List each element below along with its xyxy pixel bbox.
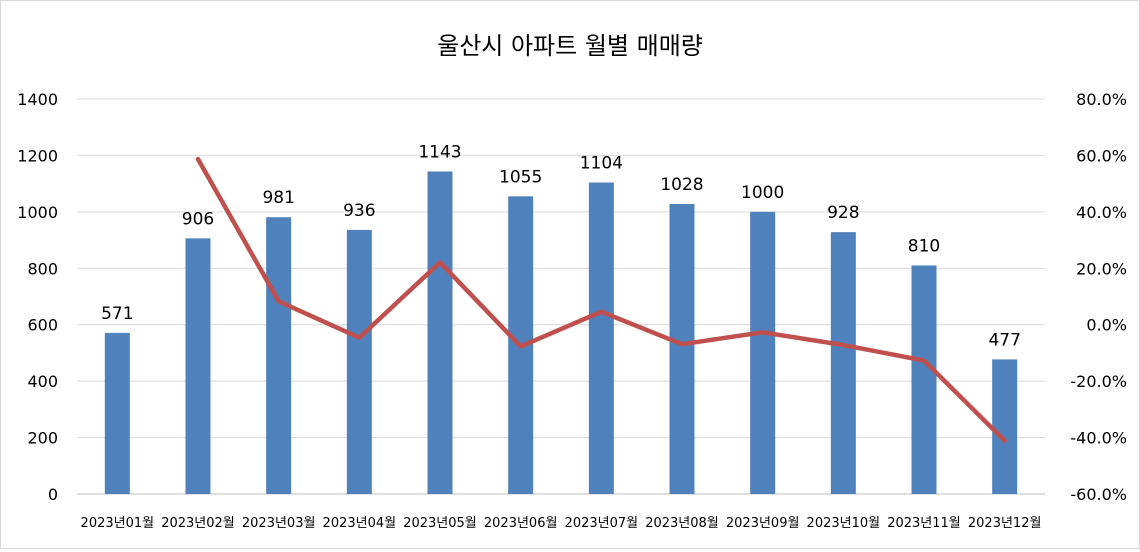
x-tick-label: 2023년07월 [565, 516, 639, 531]
x-tick-label: 2023년01월 [81, 516, 155, 531]
x-tick-label: 2023년04월 [323, 516, 397, 531]
chart-title: 울산시 아파트 월별 매매량 [437, 32, 703, 60]
y2-tick-label: -60.0% [1070, 485, 1127, 504]
y-tick-label: 1400 [17, 90, 58, 109]
bar-series [104, 171, 1018, 495]
x-tick-label: 2023년03월 [242, 516, 316, 531]
y2-tick-label: 40.0% [1076, 203, 1127, 222]
y-tick-label: 0 [48, 485, 58, 504]
x-tick-label: 2023년08월 [645, 516, 719, 531]
y-tick-label: 400 [27, 372, 58, 391]
y-tick-label: 1200 [17, 146, 58, 165]
bar [588, 182, 614, 494]
x-tick-label: 2023년11월 [887, 516, 961, 531]
bar [669, 203, 695, 494]
y2-tick-label: 60.0% [1076, 146, 1127, 165]
bar [830, 232, 856, 494]
right-axis: -60.0% -40.0% -20.0% 0.0% 20.0% 40.0% 60.0% 80.… [1070, 90, 1127, 504]
bar-data-label: 936 [343, 201, 375, 221]
bar-data-label: 1104 [580, 154, 623, 174]
bar-data-label: 981 [262, 188, 294, 208]
x-tick-label: 2023년05월 [403, 516, 477, 531]
x-tick-label: 2023년12월 [968, 516, 1042, 531]
mom-change-line [195, 156, 1007, 443]
y-tick-label: 1000 [17, 203, 58, 222]
bar [427, 171, 453, 494]
y2-tick-label: -40.0% [1070, 429, 1127, 448]
bar-data-label: 1055 [499, 167, 542, 187]
y-tick-label: 600 [27, 316, 58, 335]
line-series [195, 156, 1007, 443]
bar-data-label: 477 [988, 330, 1020, 350]
bar [346, 229, 372, 494]
bar-data-label: 1028 [660, 175, 703, 195]
data-labels: 571 906 981 936 1143 1055 1104 1028 1000 928 810 47… [101, 143, 1021, 351]
y-tick-label: 800 [27, 259, 58, 278]
left-axis: 0 200 400 600 800 1000 1200 1400 [17, 90, 58, 504]
y2-tick-label: 80.0% [1076, 90, 1127, 109]
bar-data-label: 1000 [741, 183, 784, 203]
bar [185, 238, 211, 494]
bar-data-label: 571 [101, 304, 133, 324]
x-tick-label: 2023년06월 [484, 516, 558, 531]
bar-data-label: 1143 [418, 143, 461, 163]
x-axis: 2023년01월 2023년02월 2023년03월 2023년04월 2023년05월… [81, 516, 1042, 531]
y-tick-label: 200 [27, 429, 58, 448]
gridlines [77, 98, 1045, 495]
bar [266, 217, 292, 495]
bar-data-label: 906 [182, 209, 214, 229]
x-tick-label: 2023년10월 [807, 516, 881, 531]
y2-tick-label: 20.0% [1076, 259, 1127, 278]
bar [992, 359, 1018, 494]
bar [750, 211, 776, 494]
x-tick-label: 2023년09월 [726, 516, 800, 531]
y2-tick-label: -20.0% [1070, 372, 1127, 391]
bar-data-label: 928 [827, 203, 859, 223]
y2-tick-label: 0.0% [1086, 316, 1127, 335]
bar [911, 265, 937, 494]
bar-data-label: 810 [908, 236, 940, 256]
x-tick-label: 2023년02월 [161, 516, 235, 531]
bar [104, 332, 130, 494]
